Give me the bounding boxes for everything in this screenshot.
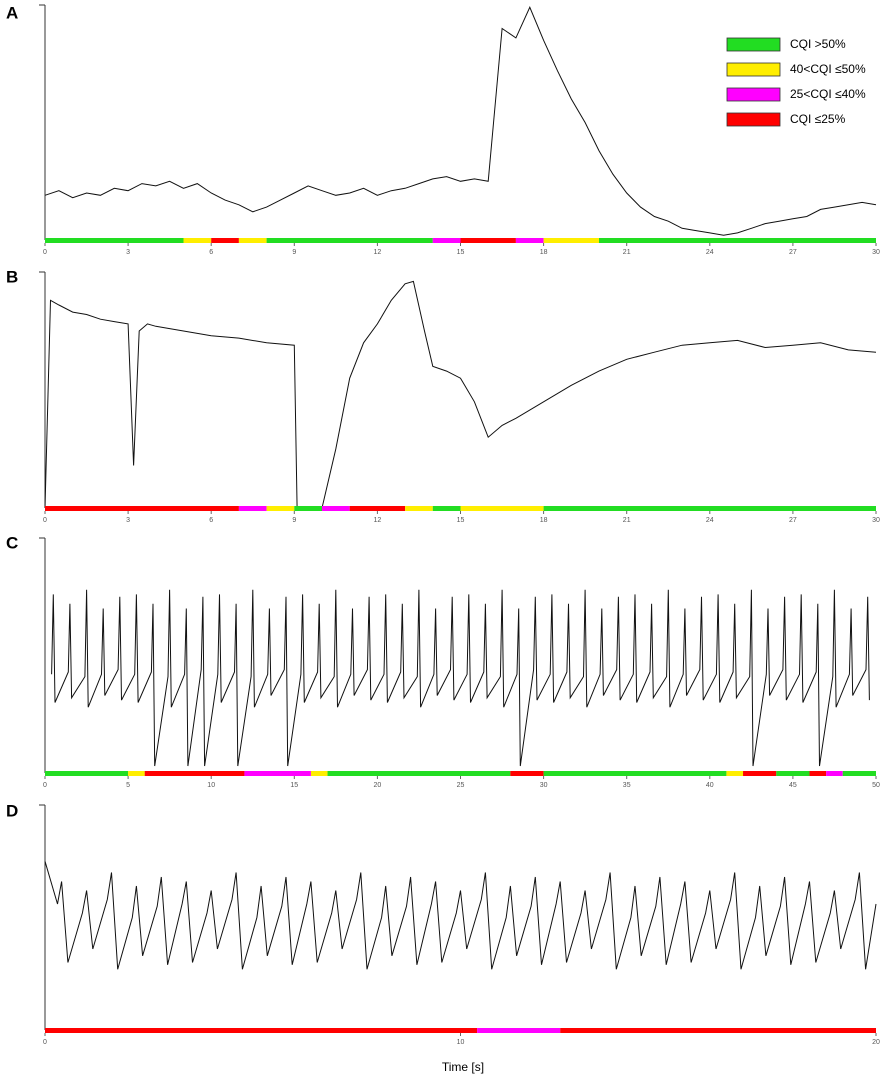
legend-swatch: [726, 37, 781, 52]
x-tick-label: 9: [292, 517, 296, 524]
x-tick-label: 24: [706, 517, 714, 524]
x-tick-label: 6: [209, 517, 213, 524]
cqi-band: [599, 238, 876, 243]
cqi-band: [460, 506, 544, 511]
x-tick-label: 0: [43, 1039, 47, 1046]
x-tick-label: 27: [789, 517, 797, 524]
x-axis-title: Time [s]: [442, 1060, 484, 1074]
cqi-band: [244, 771, 311, 776]
legend-swatch: [726, 112, 781, 127]
cqi-band: [266, 506, 295, 511]
signal-line: [44, 280, 877, 509]
x-tick-label: 40: [706, 782, 714, 789]
cqi-band: [477, 1028, 561, 1033]
x-tick-label: 10: [207, 782, 215, 789]
cqi-band: [842, 771, 876, 776]
cqi-band: [743, 771, 777, 776]
cqi-band: [144, 771, 245, 776]
legend-label: 40<CQI ≤50%: [790, 62, 866, 76]
legend-swatch: [726, 62, 781, 77]
x-tick-label: 0: [43, 249, 47, 256]
x-tick-label: 6: [209, 249, 213, 256]
cqi-band: [327, 771, 511, 776]
x-tick-label: 18: [540, 249, 548, 256]
x-tick-label: 5: [126, 782, 130, 789]
panel-label: D: [6, 801, 18, 820]
x-tick-label: 20: [374, 782, 382, 789]
legend-label: CQI ≤25%: [790, 112, 846, 126]
cqi-band: [183, 238, 212, 243]
x-tick-label: 21: [623, 249, 631, 256]
cqi-band: [543, 771, 727, 776]
panel-label: A: [6, 3, 18, 22]
x-tick-label: 45: [789, 782, 797, 789]
x-tick-label: 24: [706, 249, 714, 256]
cqi-band: [238, 506, 267, 511]
cqi-band: [809, 771, 827, 776]
cqi-band: [560, 1028, 876, 1033]
cqi-band: [826, 771, 843, 776]
cqi-band: [349, 506, 406, 511]
x-tick-label: 18: [540, 517, 548, 524]
cqi-band: [432, 238, 461, 243]
cqi-band: [211, 238, 239, 243]
x-tick-label: 3: [126, 249, 130, 256]
x-tick-label: 30: [540, 782, 548, 789]
cqi-band: [238, 238, 267, 243]
x-tick-label: 3: [126, 517, 130, 524]
cqi-band: [45, 771, 129, 776]
x-tick-label: 12: [374, 517, 382, 524]
signal-line: [44, 861, 877, 970]
x-tick-label: 15: [290, 782, 298, 789]
x-tick-label: 30: [872, 517, 880, 524]
cqi-band: [543, 238, 599, 243]
cqi-band: [266, 238, 433, 243]
signal-line: [51, 589, 870, 767]
cqi-band: [45, 1028, 478, 1033]
x-tick-label: 35: [623, 782, 631, 789]
x-tick-label: 10: [457, 1039, 465, 1046]
x-tick-label: 9: [292, 249, 296, 256]
x-tick-label: 30: [872, 249, 880, 256]
cqi-band: [543, 506, 876, 511]
legend-swatch: [726, 87, 781, 102]
cqi-band: [405, 506, 433, 511]
cqi-band: [726, 771, 744, 776]
x-tick-label: 15: [457, 249, 465, 256]
cqi-band: [45, 238, 184, 243]
x-tick-label: 0: [43, 517, 47, 524]
x-tick-label: 0: [43, 782, 47, 789]
cqi-band: [294, 506, 322, 511]
cqi-band: [776, 771, 810, 776]
cqi-band: [510, 771, 544, 776]
x-tick-label: 21: [623, 517, 631, 524]
x-tick-label: 50: [872, 782, 880, 789]
cqi-band: [322, 506, 350, 511]
panel-label: B: [6, 267, 18, 286]
cqi-band: [460, 238, 516, 243]
cqi-band: [310, 771, 328, 776]
x-tick-label: 27: [789, 249, 797, 256]
x-tick-label: 25: [457, 782, 465, 789]
legend-label: 25<CQI ≤40%: [790, 87, 866, 101]
cqi-band: [432, 506, 461, 511]
x-tick-label: 12: [374, 249, 382, 256]
cqi-band: [45, 506, 239, 511]
signal-line: [44, 6, 877, 236]
cqi-band: [128, 771, 145, 776]
cqi-band: [515, 238, 544, 243]
x-tick-label: 15: [457, 517, 465, 524]
panel-label: C: [6, 533, 18, 552]
legend-label: CQI >50%: [790, 37, 846, 51]
x-tick-label: 20: [872, 1039, 880, 1046]
